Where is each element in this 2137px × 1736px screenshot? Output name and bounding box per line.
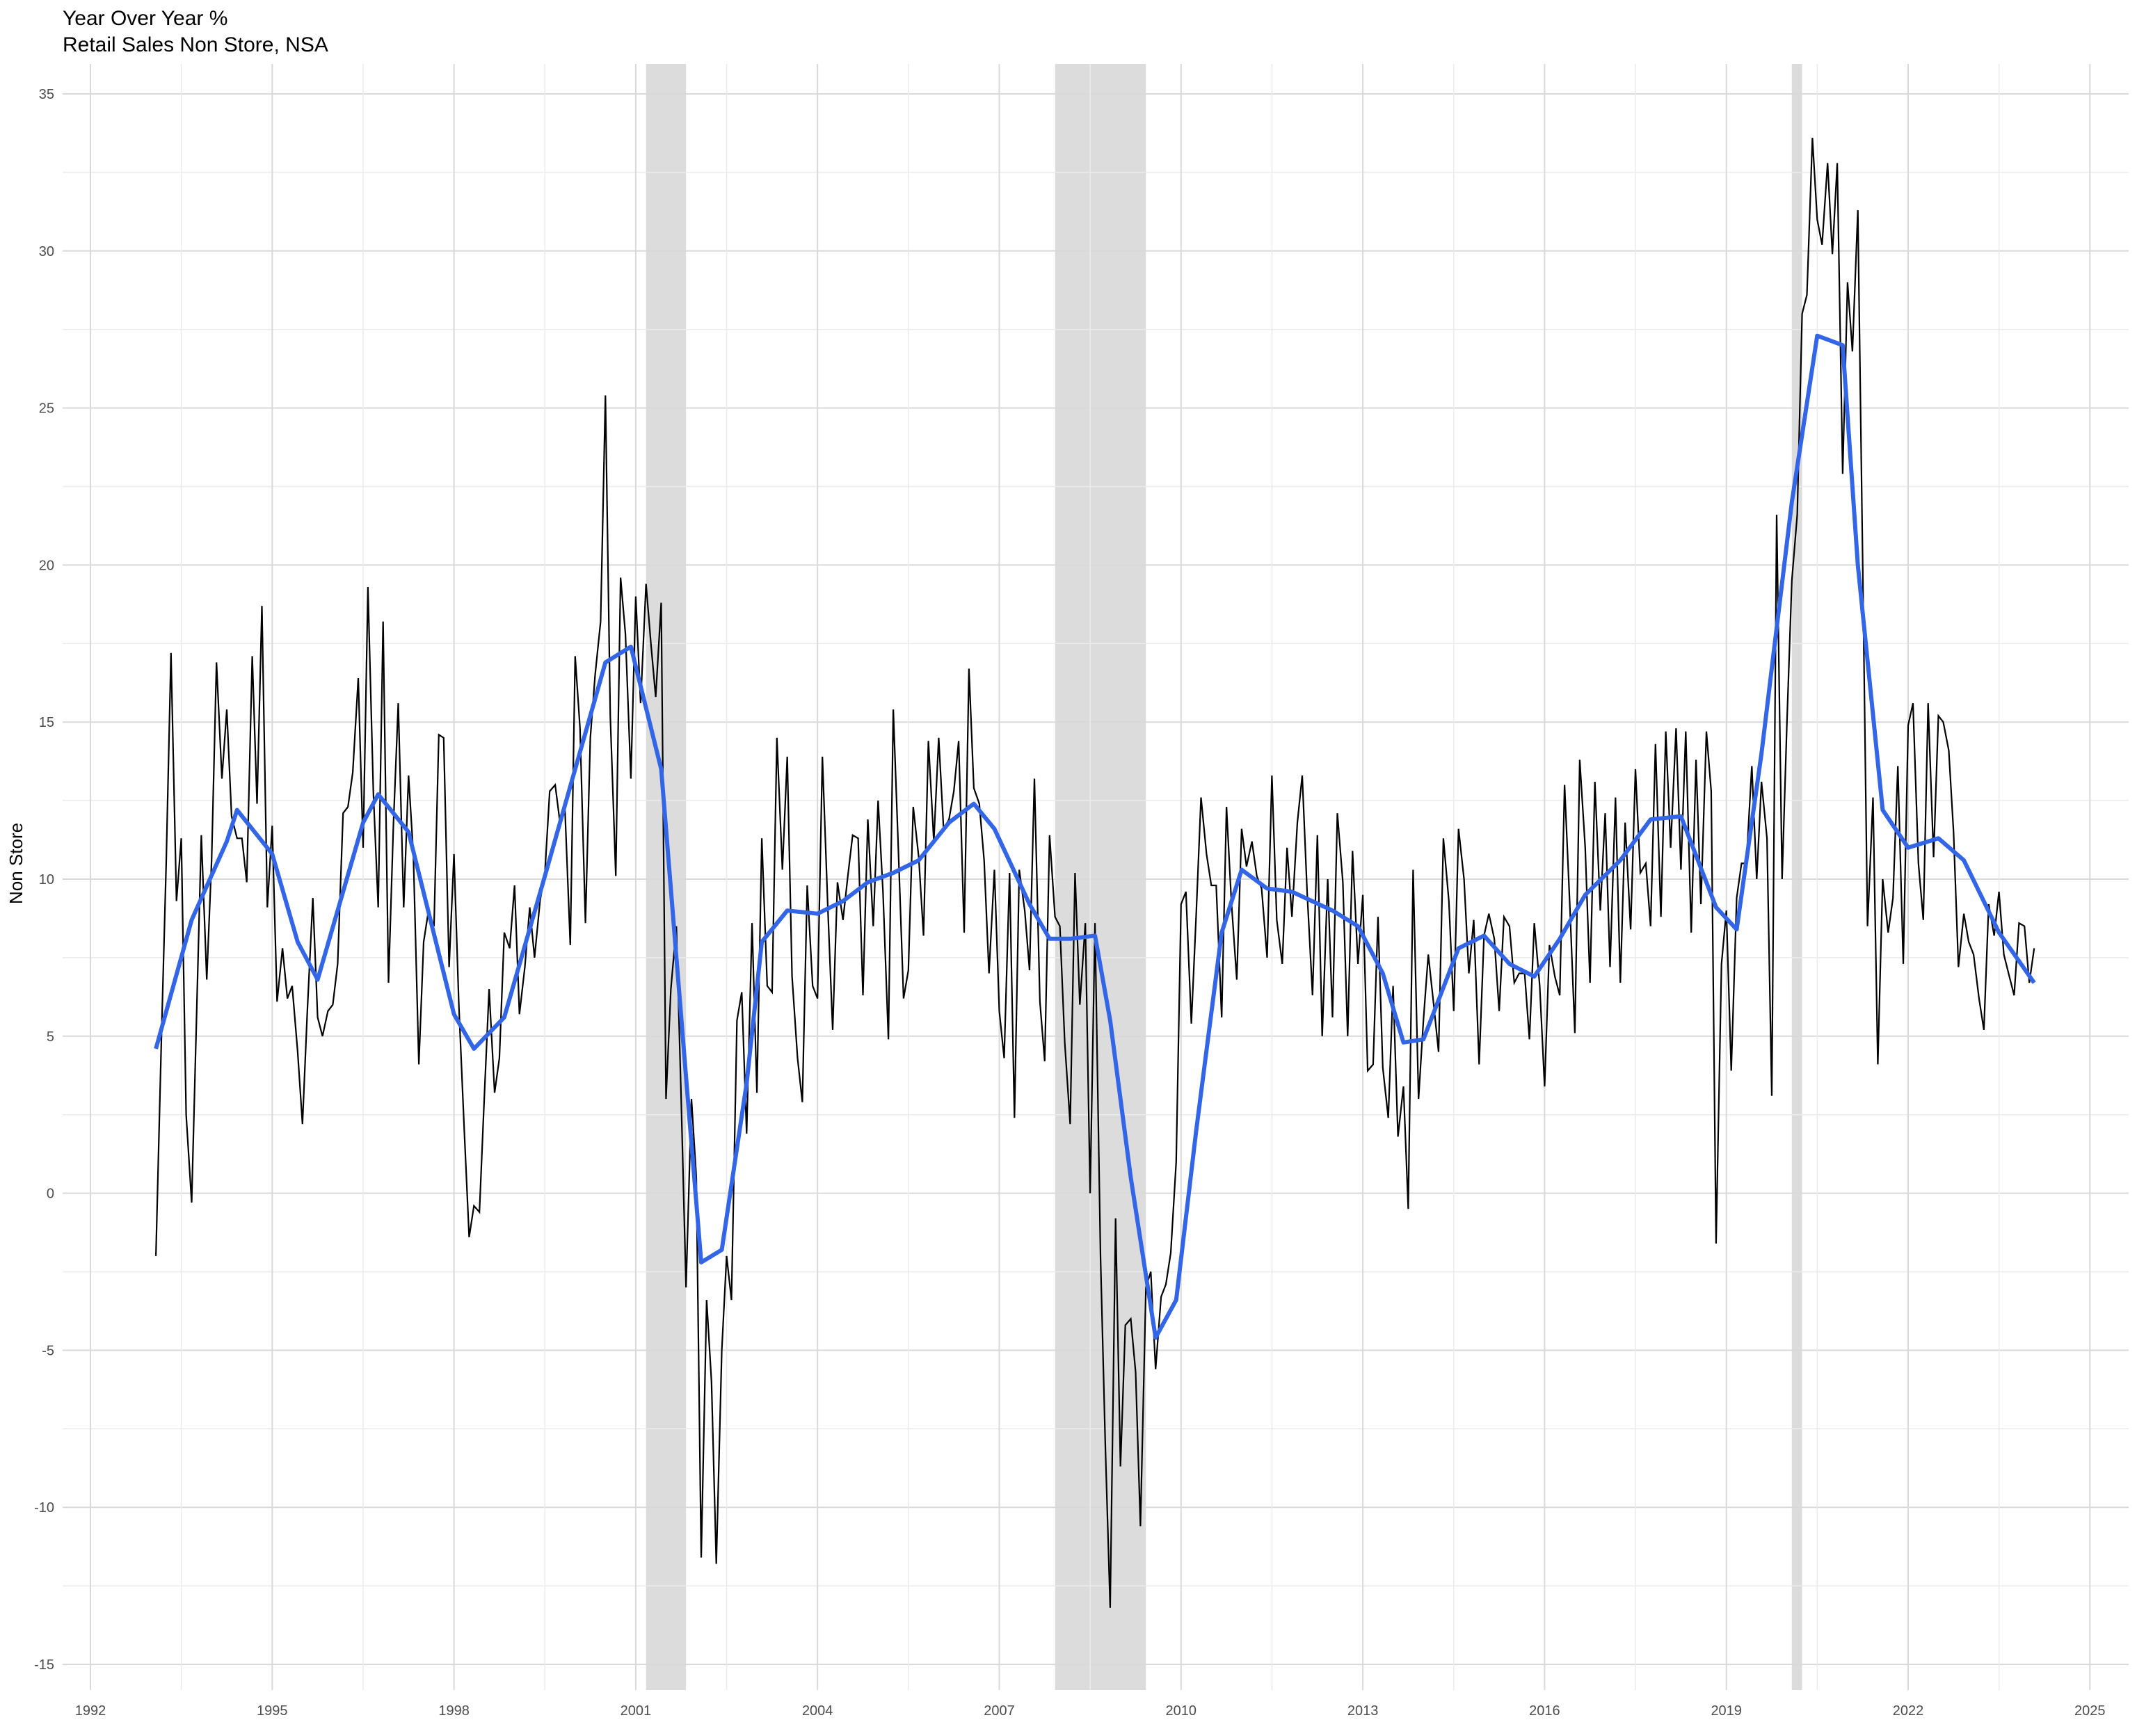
x-tick-label: 1998 [438,1703,470,1719]
chart-subtitle: Retail Sales Non Store, NSA [63,33,328,56]
x-tick-label: 1992 [75,1703,106,1719]
recession-bands [646,64,1802,1690]
y-tick-label: -5 [42,1343,54,1358]
y-axis-ticks: 35 30 25 20 15 10 5 0 -5 -10 -15 [34,87,54,1673]
x-tick-label: 2001 [621,1703,652,1719]
y-tick-label: 35 [39,87,54,102]
y-tick-label: 10 [39,872,54,887]
recession-band [1791,64,1802,1690]
y-tick-label: 25 [39,401,54,417]
nonstore-yoy-line [155,138,2035,1608]
y-tick-label: 30 [39,244,54,259]
y-tick-label: 0 [47,1187,54,1202]
grid-lines [63,64,2129,1690]
chart-title-block: Year Over Year % Retail Sales Non Store,… [63,6,328,58]
x-tick-label: 2010 [1166,1703,1197,1719]
x-axis-ticks: 1992 1995 1998 2001 2004 2007 2010 2013 2016 2019… [75,1703,2106,1719]
x-tick-label: 2016 [1529,1703,1560,1719]
recession-band [1055,64,1146,1690]
x-tick-label: 2025 [2074,1703,2106,1719]
recession-band [646,64,687,1690]
x-tick-label: 2004 [802,1703,833,1719]
y-tick-label: 15 [39,715,54,730]
chart-title: Year Over Year % [63,7,228,30]
x-tick-label: 2019 [1711,1703,1742,1719]
y-tick-label: -15 [34,1657,54,1673]
trend-line [154,333,2036,1340]
y-tick-label: -10 [34,1500,54,1516]
y-tick-label: 20 [39,558,54,573]
x-tick-label: 1995 [257,1703,288,1719]
x-tick-label: 2022 [1893,1703,1924,1719]
x-tick-label: 2007 [984,1703,1015,1719]
y-tick-label: 5 [47,1029,54,1045]
x-tick-label: 2013 [1347,1703,1379,1719]
